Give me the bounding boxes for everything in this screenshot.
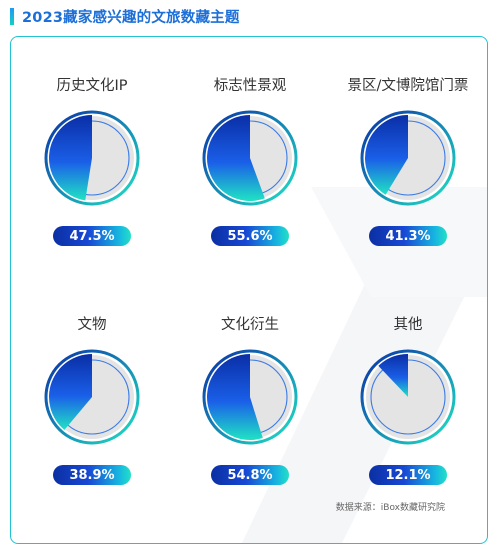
value-pill: 38.9% xyxy=(53,465,131,485)
pie-chart xyxy=(360,349,456,445)
value-label: 47.5% xyxy=(69,228,115,244)
pie-chart xyxy=(202,110,298,206)
pie-chart xyxy=(44,349,140,445)
pie-label: 文物 xyxy=(77,317,107,333)
value-pill: 41.3% xyxy=(369,226,447,246)
pie-slice-value xyxy=(365,115,408,195)
pie-item-relics: 文物 38.9% xyxy=(17,313,167,513)
value-label: 12.1% xyxy=(385,467,431,483)
value-pill: 47.5% xyxy=(53,226,131,246)
pie-chart xyxy=(44,110,140,206)
value-label: 54.8% xyxy=(227,467,273,483)
data-source-note: 数据来源：iBox数藏研究院 xyxy=(335,503,445,513)
pie-item-other: 其他 12.1% xyxy=(333,313,483,513)
pie-slice-value xyxy=(207,115,265,201)
chart-panel: 历史文化IP 47.5% 标志性景观 55.6% 景区/文博院馆门票 41.3%… xyxy=(10,36,488,544)
pie-slice-value xyxy=(49,115,92,201)
title-accent-mark xyxy=(10,7,14,25)
pie-label: 其他 xyxy=(393,317,423,333)
value-pill: 12.1% xyxy=(369,465,447,485)
chart-title: 2023藏家感兴趣的文旅数藏主题 xyxy=(22,9,240,26)
pie-slice-value xyxy=(378,354,408,397)
pie-label: 历史文化IP xyxy=(56,78,128,94)
pie-chart xyxy=(360,110,456,206)
value-pill: 55.6% xyxy=(211,226,289,246)
value-label: 38.9% xyxy=(69,467,115,483)
value-label: 55.6% xyxy=(227,228,273,244)
value-label: 41.3% xyxy=(385,228,431,244)
pie-item-derivatives: 文化衍生 54.8% xyxy=(175,313,325,513)
value-pill: 54.8% xyxy=(211,465,289,485)
pie-item-history-ip: 历史文化IP 47.5% xyxy=(17,74,167,274)
pie-item-landmark: 标志性景观 55.6% xyxy=(175,74,325,274)
pie-slice-value xyxy=(206,354,263,440)
pie-label: 景区/文博院馆门票 xyxy=(347,78,469,94)
chart-title-bar: 2023藏家感兴趣的文旅数藏主题 xyxy=(10,6,240,26)
pie-slice-value xyxy=(48,354,92,430)
pie-item-scenic-tickets: 景区/文博院馆门票 41.3% xyxy=(333,74,483,274)
pie-chart xyxy=(202,349,298,445)
pie-label: 文化衍生 xyxy=(221,317,279,333)
pie-label: 标志性景观 xyxy=(213,78,287,94)
